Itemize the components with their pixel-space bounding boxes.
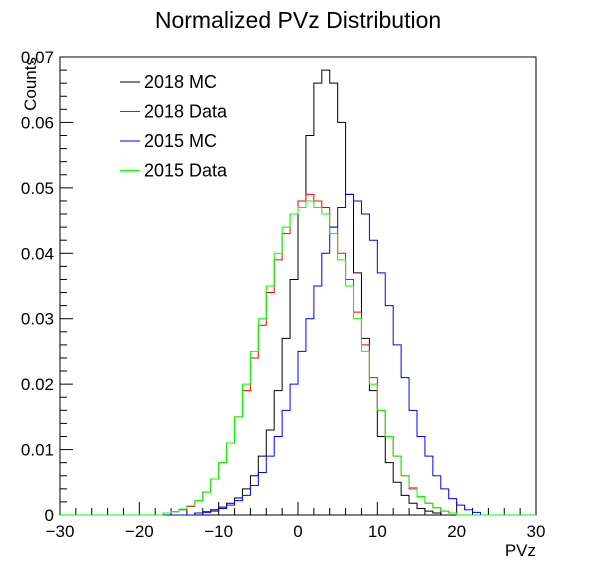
x-tick-label: −20	[125, 522, 154, 541]
series-2015-data	[60, 200, 536, 516]
legend: 2018 MC 2018 Data 2015 MC 2015 Data	[120, 72, 228, 181]
x-axis-label: PVz	[505, 541, 536, 560]
chart-title: Normalized PVz Distribution	[155, 7, 441, 33]
x-axis: −30 −20 −10 0 10 20 30	[46, 502, 546, 541]
y-tick-label: 0.05	[21, 179, 54, 198]
series-group	[60, 69, 536, 516]
histogram-line	[60, 193, 536, 516]
y-tick-label: 0.04	[21, 244, 54, 263]
y-axis: 0 0.01 0.02 0.03 0.04 0.05 0.06 0.07	[21, 48, 73, 525]
histogram-line	[60, 69, 536, 516]
series-2015-mc	[60, 193, 536, 516]
x-tick-label: −10	[204, 522, 233, 541]
y-tick-label: 0.06	[21, 113, 54, 132]
histogram-line	[60, 200, 536, 516]
y-tick-label: 0.07	[21, 48, 54, 67]
y-tick-label: 0.03	[21, 310, 54, 329]
legend-label: 2018 Data	[144, 102, 228, 122]
legend-label: 2015 Data	[144, 161, 228, 181]
plot-frame	[59, 56, 537, 516]
x-tick-label: 0	[293, 522, 302, 541]
legend-label: 2015 MC	[144, 131, 217, 151]
x-tick-label: 30	[527, 522, 546, 541]
y-axis-label: Counts	[21, 57, 40, 111]
legend-label: 2018 MC	[144, 72, 217, 92]
x-tick-label: 20	[447, 522, 466, 541]
x-tick-label: −30	[46, 522, 75, 541]
series-2018-mc	[60, 69, 536, 516]
y-tick-label: 0	[45, 506, 54, 525]
x-tick-label: 10	[368, 522, 387, 541]
y-tick-label: 0.02	[21, 375, 54, 394]
y-tick-label: 0.01	[21, 441, 54, 460]
